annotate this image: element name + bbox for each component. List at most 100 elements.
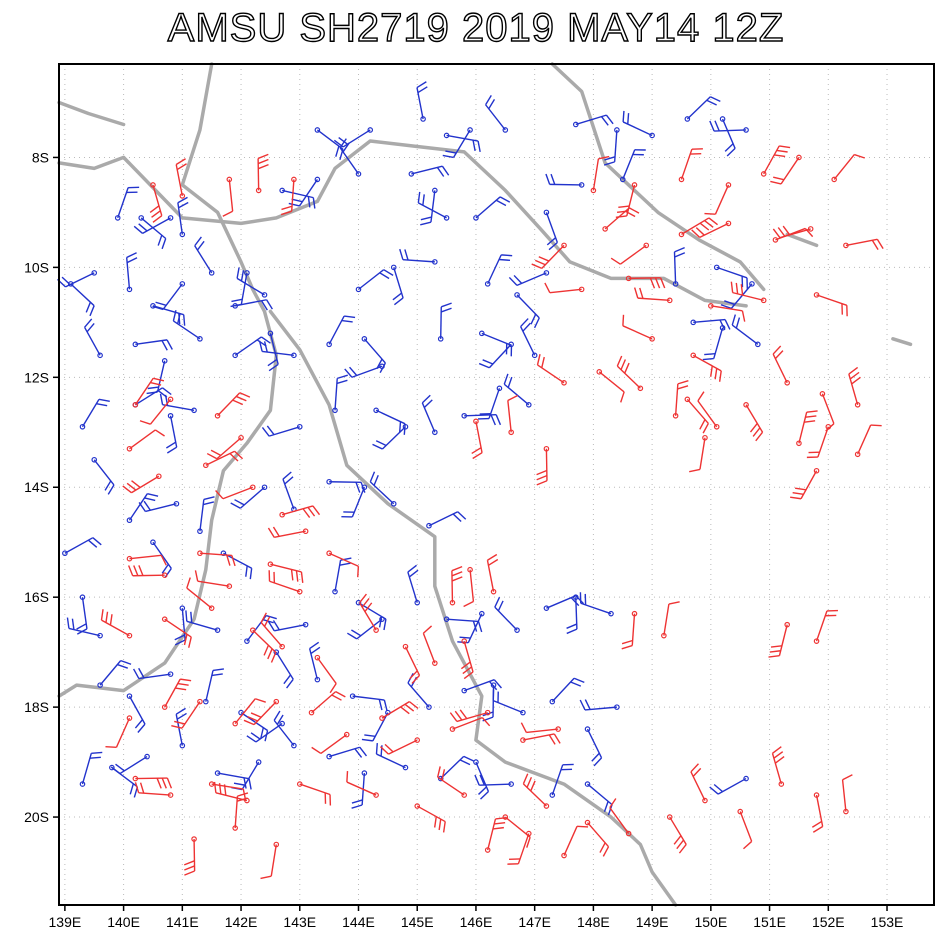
wind-barb-blue xyxy=(114,186,140,221)
wind-barb-blue xyxy=(347,616,385,640)
lat-tick-label: 14S xyxy=(24,479,49,495)
lon-tick-label: 149E xyxy=(636,914,669,930)
wind-barb-blue xyxy=(508,270,550,287)
wind-barb-blue xyxy=(267,620,309,632)
wind-barb-blue xyxy=(174,605,186,646)
wind-barb-blue xyxy=(246,720,285,743)
wind-barb-red xyxy=(843,238,884,250)
lat-tick-label: 12S xyxy=(24,369,49,385)
wind-barb-blue xyxy=(344,363,385,378)
wind-barb-blue xyxy=(326,315,356,348)
wind-barb-red xyxy=(449,709,491,723)
wind-barb-blue xyxy=(572,114,614,128)
wind-barb-red xyxy=(561,825,589,859)
wind-barb-red xyxy=(186,577,215,611)
wind-barb-blue xyxy=(159,393,197,414)
wind-barb-blue xyxy=(341,484,368,518)
wind-barb-red xyxy=(484,816,507,853)
coastline-rossel xyxy=(891,337,913,347)
wind-barb-blue xyxy=(244,614,277,644)
wind-barb-red xyxy=(772,225,814,239)
wind-barb-blue xyxy=(690,318,731,331)
wind-barb-blue xyxy=(126,493,159,524)
wind-barb-blue xyxy=(584,726,603,767)
wind-barb-blue xyxy=(399,248,438,265)
wind-barb-red xyxy=(522,773,550,809)
wind-barb-red xyxy=(672,380,689,419)
wind-barb-red xyxy=(666,814,687,854)
wind-barb-blue xyxy=(339,138,362,177)
wind-barb-blue xyxy=(709,120,749,133)
wind-barb-blue xyxy=(236,267,268,298)
lon-tick-label: 146E xyxy=(460,914,493,930)
lon-tick-label: 139E xyxy=(49,914,82,930)
wind-barb-blue xyxy=(543,209,559,251)
wind-barb-red xyxy=(609,798,632,837)
wind-barb-blue xyxy=(273,710,297,749)
wind-barb-red xyxy=(122,473,162,494)
wind-barb-red xyxy=(471,418,483,460)
wind-barb-red xyxy=(379,737,421,755)
wind-barb-red xyxy=(161,616,192,648)
wind-barb-blue xyxy=(66,617,103,639)
wind-barb-blue xyxy=(172,310,203,342)
wind-barb-red xyxy=(149,182,163,223)
coastline-gulf-west xyxy=(57,100,126,127)
wind-barb-red xyxy=(175,158,187,199)
wind-barb-blue xyxy=(549,677,585,705)
wind-barb-red xyxy=(531,242,567,270)
wind-barb-blue xyxy=(258,340,297,359)
wind-barb-red xyxy=(249,627,277,663)
wind-barb-blue xyxy=(390,264,404,306)
wind-barb-red xyxy=(139,396,174,425)
wind-barb-blue xyxy=(308,641,321,683)
wind-barb-red xyxy=(460,638,474,680)
wind-barb-blue xyxy=(261,423,303,437)
wind-barb-red xyxy=(584,819,610,857)
wind-barb-red xyxy=(449,565,463,606)
lat-tick-label: 20S xyxy=(24,809,49,825)
lon-tick-label: 147E xyxy=(518,914,551,930)
wind-barb-blue xyxy=(443,616,483,633)
wind-barb-red xyxy=(127,565,168,578)
map-frame xyxy=(58,63,935,906)
wind-barb-blue xyxy=(83,318,103,359)
wind-barb-blue xyxy=(478,385,503,420)
wind-barb-blue xyxy=(579,699,620,711)
wind-barb-blue xyxy=(416,81,428,122)
wind-barb-red xyxy=(183,836,197,876)
wind-barb-blue xyxy=(478,341,514,369)
wind-barb-red xyxy=(194,570,233,589)
wind-barb-blue xyxy=(420,187,438,226)
wind-barb-red xyxy=(268,570,303,595)
wind-barb-red xyxy=(536,354,567,386)
wind-barb-blue xyxy=(713,264,749,289)
wind-barb-blue xyxy=(314,127,344,160)
wind-barb-blue xyxy=(326,478,366,493)
wind-barb-red xyxy=(621,610,638,650)
wind-barb-blue xyxy=(442,127,473,159)
wind-barb-blue xyxy=(684,96,721,122)
wind-barb-red xyxy=(296,781,332,806)
wind-barb-red xyxy=(678,148,703,183)
wind-barb-red xyxy=(243,698,280,726)
wind-barb-blue xyxy=(238,709,269,742)
wind-barb-blue xyxy=(56,270,98,288)
wind-barb-blue xyxy=(230,484,268,509)
wind-barb-blue xyxy=(332,557,352,595)
wind-barb-red xyxy=(841,774,853,815)
wind-barb-blue xyxy=(110,753,150,775)
wind-barb-red xyxy=(590,155,610,194)
wind-barb-blue xyxy=(719,116,736,157)
wind-barb-red xyxy=(260,612,285,650)
wind-barb-blue xyxy=(203,668,225,705)
wind-barb-red xyxy=(326,550,360,578)
wind-barb-red xyxy=(171,698,203,729)
wind-barb-red xyxy=(346,771,379,798)
wind-barb-blue xyxy=(417,191,450,221)
wind-barb-blue xyxy=(91,456,115,495)
wind-barb-red xyxy=(314,654,337,694)
wind-barb-blue xyxy=(492,689,526,716)
wind-barb-red xyxy=(215,484,256,500)
